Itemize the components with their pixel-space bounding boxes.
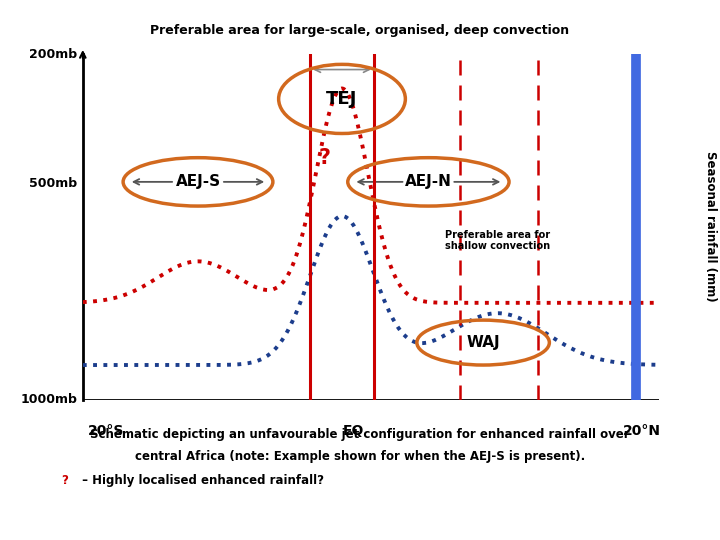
Text: 20°N: 20°N bbox=[623, 424, 660, 438]
Text: Schematic depicting an unfavourable jet configuration for enhanced rainfall over: Schematic depicting an unfavourable jet … bbox=[90, 428, 630, 441]
Text: WAJ: WAJ bbox=[467, 335, 500, 350]
Text: 500mb: 500mb bbox=[29, 177, 77, 190]
Text: 20°S: 20°S bbox=[88, 424, 124, 438]
Text: TEJ: TEJ bbox=[326, 90, 358, 108]
Text: – Highly localised enhanced rainfall?: – Highly localised enhanced rainfall? bbox=[78, 474, 324, 487]
Text: 200mb: 200mb bbox=[29, 48, 77, 60]
Text: ?: ? bbox=[319, 147, 330, 168]
Text: Preferable area for large-scale, organised, deep convection: Preferable area for large-scale, organis… bbox=[150, 24, 570, 37]
Text: EQ: EQ bbox=[343, 424, 364, 438]
Text: Preferable area for
shallow convection: Preferable area for shallow convection bbox=[445, 230, 550, 252]
Text: AEJ-S: AEJ-S bbox=[176, 174, 220, 190]
Text: AEJ-N: AEJ-N bbox=[405, 174, 452, 190]
Text: Seasonal rainfall (mm): Seasonal rainfall (mm) bbox=[704, 152, 717, 302]
Text: ?: ? bbox=[61, 474, 68, 487]
Text: 1000mb: 1000mb bbox=[20, 393, 77, 406]
Text: central Africa (note: Example shown for when the AEJ-S is present).: central Africa (note: Example shown for … bbox=[135, 450, 585, 463]
